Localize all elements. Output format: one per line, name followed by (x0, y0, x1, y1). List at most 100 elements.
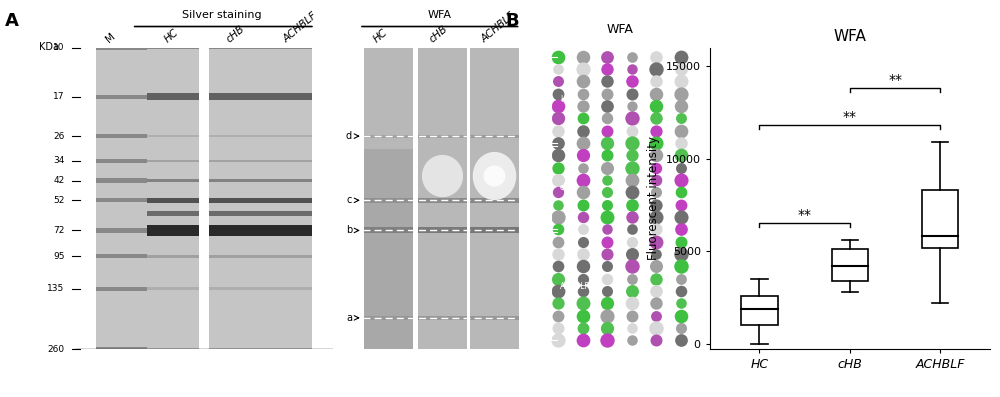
Point (648, 202, 664, 208)
FancyBboxPatch shape (261, 179, 312, 182)
FancyBboxPatch shape (147, 225, 199, 236)
Point (575, 189, 591, 195)
Point (599, 54, 615, 60)
FancyBboxPatch shape (96, 46, 147, 50)
Point (550, 251, 566, 257)
FancyBboxPatch shape (261, 48, 312, 349)
FancyBboxPatch shape (261, 254, 312, 258)
Point (624, 152, 640, 158)
Point (648, 251, 664, 257)
FancyBboxPatch shape (147, 160, 199, 162)
FancyBboxPatch shape (209, 46, 261, 49)
Point (575, 251, 591, 257)
Point (550, 115, 566, 121)
Point (673, 189, 689, 195)
Text: HC: HC (163, 27, 181, 44)
FancyBboxPatch shape (209, 160, 261, 162)
Point (673, 202, 689, 208)
Point (648, 239, 664, 245)
FancyBboxPatch shape (209, 135, 261, 137)
Text: cHB: cHB (427, 24, 449, 44)
Point (648, 226, 664, 233)
Text: cHB: cHB (560, 183, 575, 192)
Point (550, 202, 566, 208)
Point (599, 337, 615, 343)
Point (648, 54, 664, 60)
Point (648, 325, 664, 331)
Point (599, 189, 615, 195)
Point (648, 300, 664, 306)
FancyBboxPatch shape (96, 347, 147, 351)
FancyBboxPatch shape (261, 160, 312, 162)
Point (575, 202, 591, 208)
Point (550, 300, 566, 306)
Point (599, 115, 615, 121)
Point (575, 288, 591, 294)
Point (599, 91, 615, 97)
Point (550, 140, 566, 146)
Text: cHB: cHB (225, 24, 247, 44)
FancyBboxPatch shape (470, 48, 519, 349)
Text: **: ** (843, 110, 857, 124)
Point (624, 115, 640, 121)
Point (648, 78, 664, 85)
Point (599, 239, 615, 245)
FancyBboxPatch shape (96, 94, 147, 99)
Point (673, 263, 689, 270)
Text: Silver staining: Silver staining (182, 10, 262, 21)
Text: **: ** (888, 73, 902, 87)
Point (599, 127, 615, 134)
Point (624, 325, 640, 331)
Text: b: b (346, 225, 359, 235)
Point (550, 66, 566, 72)
Point (648, 337, 664, 343)
Point (599, 78, 615, 85)
FancyBboxPatch shape (261, 287, 312, 290)
Text: 17: 17 (53, 92, 65, 101)
FancyBboxPatch shape (96, 228, 147, 233)
FancyBboxPatch shape (209, 254, 261, 258)
Point (575, 66, 591, 72)
FancyBboxPatch shape (147, 211, 199, 216)
FancyBboxPatch shape (364, 48, 413, 349)
Point (599, 164, 615, 171)
Point (648, 127, 664, 134)
Point (673, 177, 689, 183)
Point (599, 214, 615, 220)
Point (575, 127, 591, 134)
Point (624, 276, 640, 282)
Point (624, 288, 640, 294)
Point (575, 91, 591, 97)
FancyBboxPatch shape (209, 287, 261, 290)
Point (673, 300, 689, 306)
Text: ACHBLF: ACHBLF (560, 282, 590, 291)
Point (550, 189, 566, 195)
Text: WFA: WFA (606, 23, 633, 36)
FancyBboxPatch shape (209, 48, 261, 349)
FancyBboxPatch shape (209, 348, 261, 351)
Point (673, 140, 689, 146)
Point (624, 202, 640, 208)
Text: M: M (103, 31, 117, 44)
FancyBboxPatch shape (147, 287, 199, 290)
Point (575, 177, 591, 183)
Text: 52: 52 (53, 196, 65, 205)
FancyBboxPatch shape (147, 93, 199, 100)
Point (673, 115, 689, 121)
FancyBboxPatch shape (470, 135, 519, 138)
Point (575, 78, 591, 85)
Text: ACHBLF: ACHBLF (281, 11, 319, 44)
Text: **: ** (798, 208, 812, 222)
FancyBboxPatch shape (209, 93, 261, 100)
Point (550, 164, 566, 171)
Point (624, 54, 640, 60)
Point (575, 115, 591, 121)
Point (624, 251, 640, 257)
Point (673, 251, 689, 257)
Point (550, 226, 566, 233)
Point (648, 276, 664, 282)
Point (673, 91, 689, 97)
Point (599, 177, 615, 183)
Point (648, 312, 664, 319)
FancyBboxPatch shape (832, 249, 868, 281)
